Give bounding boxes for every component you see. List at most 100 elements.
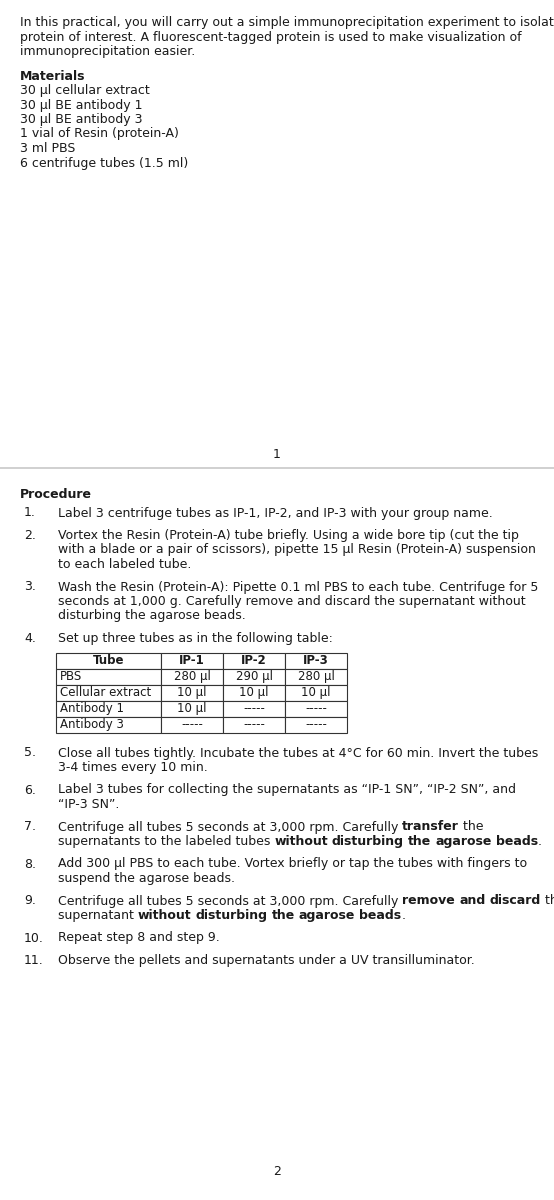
- Bar: [56, 716, 161, 732]
- Bar: [285, 653, 347, 668]
- Text: agarose: agarose: [435, 835, 491, 848]
- Text: 1 vial of Resin (protein-A): 1 vial of Resin (protein-A): [20, 127, 179, 140]
- Text: Label 3 tubes for collecting the supernatants as “IP-1 SN”, “IP-2 SN”, and: Label 3 tubes for collecting the superna…: [58, 784, 516, 797]
- Text: 5.: 5.: [24, 746, 36, 760]
- Bar: [56, 668, 161, 684]
- Text: Add 300 µl PBS to each tube. Vortex briefly or tap the tubes with fingers to: Add 300 µl PBS to each tube. Vortex brie…: [58, 858, 527, 870]
- Text: Tube: Tube: [93, 654, 124, 667]
- Text: 7.: 7.: [24, 821, 36, 834]
- Bar: [161, 701, 223, 716]
- Bar: [285, 668, 347, 684]
- Text: 10 µl: 10 µl: [177, 702, 207, 715]
- Text: 10 µl: 10 µl: [239, 686, 269, 698]
- Text: Antibody 3: Antibody 3: [60, 718, 124, 731]
- Text: 8.: 8.: [24, 858, 36, 870]
- Text: Label 3 centrifuge tubes as IP-1, IP-2, and IP-3 with your group name.: Label 3 centrifuge tubes as IP-1, IP-2, …: [58, 506, 493, 520]
- Text: 2.: 2.: [24, 529, 36, 542]
- Bar: [285, 716, 347, 732]
- Text: 11.: 11.: [24, 954, 44, 967]
- Text: beads: beads: [496, 835, 538, 848]
- Text: -----: -----: [305, 702, 327, 715]
- Text: protein of interest. A fluorescent-tagged protein is used to make visualization : protein of interest. A fluorescent-tagge…: [20, 30, 522, 43]
- Bar: [56, 701, 161, 716]
- Text: 290 µl: 290 µl: [235, 670, 273, 683]
- Text: disturbing: disturbing: [332, 835, 404, 848]
- Bar: [56, 653, 161, 668]
- Text: In this practical, you will carry out a simple immunoprecipitation experiment to: In this practical, you will carry out a …: [20, 16, 554, 29]
- Text: disturbing the agarose beads.: disturbing the agarose beads.: [58, 610, 246, 623]
- Text: the: the: [408, 835, 431, 848]
- Bar: [161, 668, 223, 684]
- Text: Antibody 1: Antibody 1: [60, 702, 124, 715]
- Text: IP-1: IP-1: [179, 654, 205, 667]
- Bar: [223, 668, 285, 684]
- Text: without: without: [274, 835, 328, 848]
- Text: Centrifuge all tubes 5 seconds at 3,000 rpm. Carefully: Centrifuge all tubes 5 seconds at 3,000 …: [58, 894, 402, 907]
- Text: 2: 2: [273, 1165, 281, 1178]
- Text: remove: remove: [402, 894, 455, 907]
- Text: 280 µl: 280 µl: [297, 670, 335, 683]
- Bar: [223, 716, 285, 732]
- Text: 10 µl: 10 µl: [177, 686, 207, 698]
- Text: the: the: [541, 894, 554, 907]
- Text: 3 ml PBS: 3 ml PBS: [20, 142, 75, 155]
- Text: 30 µl cellular extract: 30 µl cellular extract: [20, 84, 150, 97]
- Text: 30 µl BE antibody 1: 30 µl BE antibody 1: [20, 98, 142, 112]
- Bar: [285, 684, 347, 701]
- Text: suspend the agarose beads.: suspend the agarose beads.: [58, 872, 235, 886]
- Text: Observe the pellets and supernatants under a UV transilluminator.: Observe the pellets and supernatants und…: [58, 954, 475, 967]
- Text: without: without: [138, 910, 192, 922]
- Text: Materials: Materials: [20, 70, 85, 83]
- Bar: [223, 684, 285, 701]
- Bar: [161, 716, 223, 732]
- Bar: [285, 701, 347, 716]
- Text: supernatant: supernatant: [58, 910, 138, 922]
- Text: 10.: 10.: [24, 931, 44, 944]
- Bar: [223, 653, 285, 668]
- Text: 30 µl BE antibody 3: 30 µl BE antibody 3: [20, 113, 142, 126]
- Text: 1: 1: [273, 448, 281, 461]
- Bar: [161, 653, 223, 668]
- Text: -----: -----: [243, 702, 265, 715]
- Text: 280 µl: 280 µl: [173, 670, 211, 683]
- Text: Close all tubes tightly. Incubate the tubes at 4°C for 60 min. Invert the tubes: Close all tubes tightly. Incubate the tu…: [58, 746, 538, 760]
- Text: beads: beads: [359, 910, 401, 922]
- Text: 3.: 3.: [24, 581, 36, 594]
- Text: transfer: transfer: [402, 821, 459, 834]
- Text: 3-4 times every 10 min.: 3-4 times every 10 min.: [58, 761, 208, 774]
- Bar: [56, 684, 161, 701]
- Text: -----: -----: [243, 718, 265, 731]
- Text: 9.: 9.: [24, 894, 36, 907]
- Text: the: the: [271, 910, 295, 922]
- Text: Wash the Resin (Protein-A): Pipette 0.1 ml PBS to each tube. Centrifuge for 5: Wash the Resin (Protein-A): Pipette 0.1 …: [58, 581, 538, 594]
- Bar: [223, 701, 285, 716]
- Text: -----: -----: [181, 718, 203, 731]
- Text: IP-2: IP-2: [241, 654, 267, 667]
- Text: seconds at 1,000 g. Carefully remove and discard the supernatant without: seconds at 1,000 g. Carefully remove and…: [58, 595, 526, 608]
- Text: Centrifuge all tubes 5 seconds at 3,000 rpm. Carefully: Centrifuge all tubes 5 seconds at 3,000 …: [58, 821, 402, 834]
- Text: 4.: 4.: [24, 632, 36, 646]
- Text: 1.: 1.: [24, 506, 36, 520]
- Text: disturbing: disturbing: [196, 910, 268, 922]
- Text: Cellular extract: Cellular extract: [60, 686, 151, 698]
- Text: to each labeled tube.: to each labeled tube.: [58, 558, 191, 571]
- Text: immunoprecipitation easier.: immunoprecipitation easier.: [20, 44, 195, 58]
- Text: PBS: PBS: [60, 670, 82, 683]
- Text: .: .: [538, 835, 542, 848]
- Text: -----: -----: [305, 718, 327, 731]
- Text: and: and: [459, 894, 485, 907]
- Text: “IP-3 SN”.: “IP-3 SN”.: [58, 798, 119, 811]
- Bar: [161, 684, 223, 701]
- Text: IP-3: IP-3: [303, 654, 329, 667]
- Text: Set up three tubes as in the following table:: Set up three tubes as in the following t…: [58, 632, 333, 646]
- Text: discard: discard: [489, 894, 541, 907]
- Text: Repeat step 8 and step 9.: Repeat step 8 and step 9.: [58, 931, 220, 944]
- Text: with a blade or a pair of scissors), pipette 15 µl Resin (Protein-A) suspension: with a blade or a pair of scissors), pip…: [58, 544, 536, 557]
- Text: 10 µl: 10 µl: [301, 686, 331, 698]
- Text: 6.: 6.: [24, 784, 36, 797]
- Text: the: the: [459, 821, 484, 834]
- Text: .: .: [401, 910, 405, 922]
- Text: agarose: agarose: [299, 910, 355, 922]
- Text: Procedure: Procedure: [20, 488, 92, 502]
- Text: Vortex the Resin (Protein-A) tube briefly. Using a wide bore tip (cut the tip: Vortex the Resin (Protein-A) tube briefl…: [58, 529, 519, 542]
